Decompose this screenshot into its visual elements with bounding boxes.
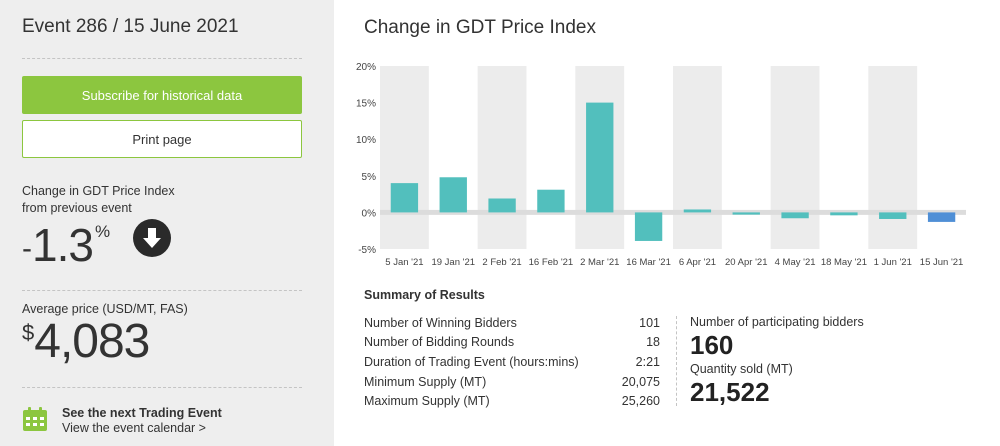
quantity-value: 21,522 xyxy=(690,377,770,407)
x-tick-label: 2 Feb '21 xyxy=(482,257,521,268)
change-value: 1.3 xyxy=(32,219,94,271)
x-tick-label: 16 Mar '21 xyxy=(626,257,671,268)
y-tick-label: 10% xyxy=(356,135,376,146)
y-tick-label: -5% xyxy=(358,245,376,256)
bar xyxy=(781,212,809,219)
participants-value: 160 xyxy=(690,330,734,360)
summary-title: Summary of Results xyxy=(364,288,485,302)
column-background xyxy=(477,66,527,249)
x-tick-label: 20 Apr '21 xyxy=(725,257,768,268)
bar xyxy=(537,189,565,213)
x-tick-label: 15 Jun '21 xyxy=(920,257,964,268)
quantity-label: Quantity sold (MT) xyxy=(690,362,793,376)
x-tick-label: 2 Mar '21 xyxy=(580,257,619,268)
x-tick-label: 16 Feb '21 xyxy=(529,257,574,268)
bar xyxy=(683,209,712,213)
summary-label: Number of Winning Bidders xyxy=(364,315,517,330)
summary-label: Duration of Trading Event (hours:mins) xyxy=(364,354,579,369)
summary-row-min-supply: Minimum Supply (MT) 20,075 xyxy=(364,372,660,392)
calendar-icon xyxy=(22,406,48,432)
summary-label: Maximum Supply (MT) xyxy=(364,394,490,409)
print-page-button[interactable]: Print page xyxy=(22,120,302,158)
column-background xyxy=(868,66,918,249)
bar xyxy=(879,212,907,219)
column-background xyxy=(770,66,820,249)
change-label-line2: from previous event xyxy=(22,201,132,215)
y-tick-label: 15% xyxy=(356,99,376,110)
bar xyxy=(927,212,956,222)
event-calendar-link[interactable]: View the event calendar > xyxy=(62,421,206,435)
summary-row-max-supply: Maximum Supply (MT) 25,260 xyxy=(364,391,660,411)
x-tick-label: 19 Jan '21 xyxy=(431,257,475,268)
y-tick-label: 0% xyxy=(362,208,377,219)
summary-label: Number of Bidding Rounds xyxy=(364,335,515,350)
x-tick-label: 5 Jan '21 xyxy=(385,257,423,268)
bar xyxy=(439,177,467,213)
y-tick-label: 20% xyxy=(356,62,376,73)
summary-value: 25,260 xyxy=(621,394,660,409)
bar xyxy=(586,102,614,213)
participants-label: Number of participating bidders xyxy=(690,315,864,329)
summary-table: Number of Winning Bidders 101 Number of … xyxy=(364,313,660,411)
event-title: Event 286 / 15 June 2021 xyxy=(22,16,239,37)
bar xyxy=(732,212,760,215)
summary-value: 20,075 xyxy=(621,374,660,389)
avg-price-value: 4,083 xyxy=(34,315,150,368)
x-tick-label: 1 Jun '21 xyxy=(874,257,912,268)
bar xyxy=(488,198,516,213)
x-tick-label: 18 May '21 xyxy=(821,257,867,268)
sidebar: Event 286 / 15 June 2021 Subscribe for h… xyxy=(0,0,334,446)
summary-row-duration: Duration of Trading Event (hours:mins) 2… xyxy=(364,352,660,372)
change-unit: % xyxy=(94,222,111,241)
divider xyxy=(22,290,302,291)
summary-divider xyxy=(676,316,677,406)
subscribe-button[interactable]: Subscribe for historical data xyxy=(22,76,302,114)
y-tick-label: 5% xyxy=(362,172,377,183)
zero-line xyxy=(380,209,966,215)
change-label-line1: Change in GDT Price Index xyxy=(22,184,175,198)
column-background xyxy=(380,66,429,249)
chart-title: Change in GDT Price Index xyxy=(364,17,596,38)
x-tick-label: 6 Apr '21 xyxy=(679,257,716,268)
change-sign: - xyxy=(22,232,32,265)
avg-price-label: Average price (USD/MT, FAS) xyxy=(22,302,188,316)
next-event-title: See the next Trading Event xyxy=(62,406,222,420)
change-value-group: - 1.3 % xyxy=(22,218,110,272)
avg-price-group: $ 4,083 xyxy=(22,314,150,372)
column-background xyxy=(673,66,722,249)
bar xyxy=(634,212,663,241)
bar xyxy=(830,212,858,216)
summary-row-bidding-rounds: Number of Bidding Rounds 18 xyxy=(364,333,660,353)
divider xyxy=(22,387,302,388)
arrow-down-circle-icon xyxy=(133,219,171,257)
bar xyxy=(390,183,419,213)
summary-label: Minimum Supply (MT) xyxy=(364,374,487,389)
summary-value: 2:21 xyxy=(635,354,660,369)
summary-value: 18 xyxy=(646,335,660,350)
summary-value: 101 xyxy=(639,315,660,330)
summary-row-winning-bidders: Number of Winning Bidders 101 xyxy=(364,313,660,333)
avg-price-currency: $ xyxy=(22,320,35,345)
x-tick-label: 4 May '21 xyxy=(775,257,816,268)
price-index-chart: 20% 15% 10% 5% 0% -5% 5 Jan '21 19 Jan '21 2 Feb… xyxy=(356,62,966,268)
divider xyxy=(22,58,302,59)
